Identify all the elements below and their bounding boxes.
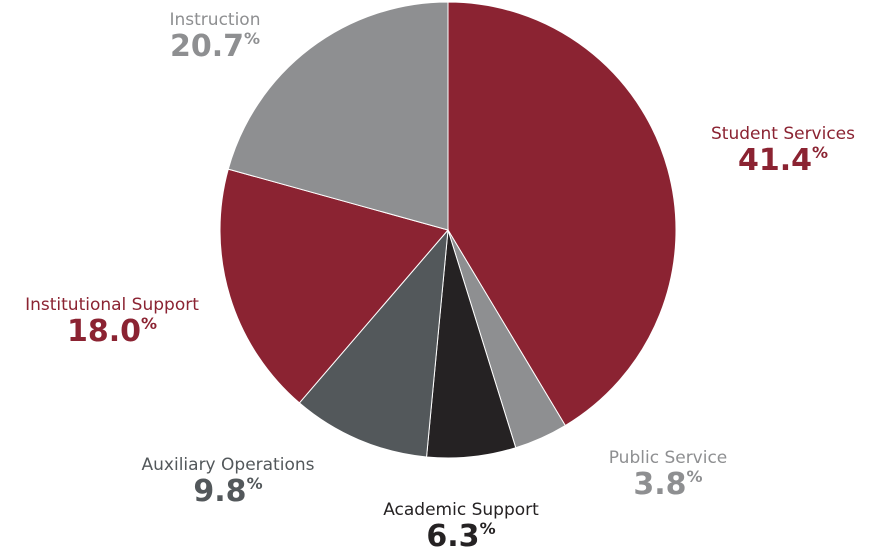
label-value-instruction: 20.7% bbox=[169, 29, 261, 64]
label-value-public-service: 3.8% bbox=[633, 467, 703, 502]
label-value-student-services: 41.4% bbox=[737, 143, 829, 178]
label-name-instruction: Instruction bbox=[169, 10, 261, 30]
label-name-institutional-support: Institutional Support bbox=[25, 295, 199, 315]
pie-slice-instruction bbox=[227, 1, 449, 231]
label-value-auxiliary-operations: 9.8% bbox=[193, 474, 263, 509]
label-instruction: Instruction 20.7% bbox=[170, 10, 261, 62]
label-public-service: Public Service 3.8% bbox=[609, 448, 728, 500]
pie-slice-student-services bbox=[447, 1, 677, 427]
label-auxiliary-operations: Auxiliary Operations 9.8% bbox=[142, 455, 315, 507]
label-value-institutional-support: 18.0% bbox=[66, 314, 158, 349]
label-value-academic-support: 6.3% bbox=[426, 519, 496, 554]
label-name-academic-support: Academic Support bbox=[383, 500, 539, 520]
pie-slice-institutional-support bbox=[219, 168, 449, 404]
label-name-auxiliary-operations: Auxiliary Operations bbox=[141, 455, 315, 475]
label-name-student-services: Student Services bbox=[710, 124, 856, 144]
label-student-services: Student Services 41.4% bbox=[711, 124, 855, 176]
label-institutional-support: Institutional Support 18.0% bbox=[25, 295, 199, 347]
label-academic-support: Academic Support 6.3% bbox=[383, 500, 539, 552]
pie-slice-auxiliary-operations bbox=[298, 228, 449, 458]
label-name-public-service: Public Service bbox=[608, 448, 728, 468]
